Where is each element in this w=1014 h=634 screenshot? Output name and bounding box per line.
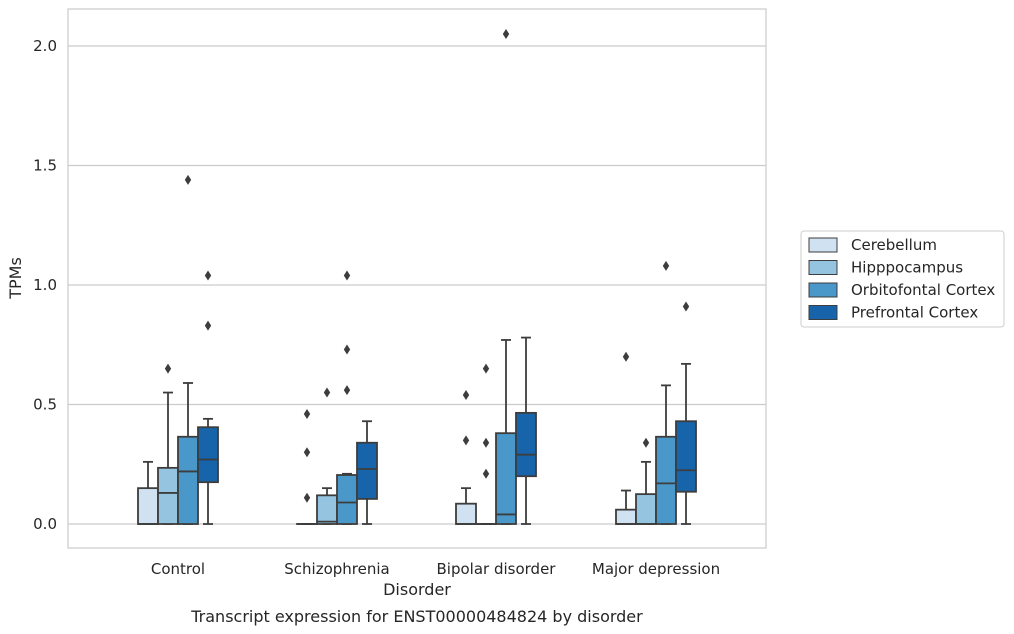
outlier-point xyxy=(303,409,311,420)
outlier-point xyxy=(502,29,510,40)
outlier-point xyxy=(622,351,630,362)
box-cerebellum xyxy=(455,389,477,525)
box-iqr xyxy=(356,441,378,500)
box-iqr xyxy=(655,435,677,525)
box-hipppocampus xyxy=(475,363,497,525)
outlier-point xyxy=(482,363,490,374)
legend-swatch xyxy=(808,237,838,253)
y-tick-label: 2.0 xyxy=(33,37,57,55)
box-iqr xyxy=(197,426,219,484)
legend-swatch xyxy=(808,305,838,320)
outlier-point xyxy=(343,270,351,281)
box-orbitofontal-cortex xyxy=(495,29,517,525)
legend-swatch xyxy=(808,282,838,298)
y-axis-title: TPMs xyxy=(6,257,25,300)
legend-frame xyxy=(800,230,1005,328)
box-iqr xyxy=(137,487,159,525)
x-tick-label: Major depression xyxy=(592,560,720,578)
legend-label: Cerebellum xyxy=(851,236,937,254)
box-iqr xyxy=(675,420,697,493)
y-tick-label: 1.5 xyxy=(33,157,57,175)
y-tick-labels: 0.0 0.5 1.0 1.5 2.0 xyxy=(33,37,57,533)
outlier-point xyxy=(204,270,212,281)
box-iqr xyxy=(177,435,199,525)
box-cerebellum xyxy=(137,460,159,525)
outlier-point xyxy=(303,492,311,503)
box-orbitofontal-cortex xyxy=(177,174,199,525)
box-prefrontal-cortex xyxy=(515,336,537,525)
outlier-point xyxy=(164,363,172,374)
y-tick-label: 0.0 xyxy=(33,515,57,533)
box-cerebellum xyxy=(296,409,318,525)
box-hipppocampus xyxy=(316,387,338,525)
outlier-point xyxy=(184,174,192,185)
box-iqr xyxy=(157,466,179,525)
legend: Cerebellum Hipppocampus Orbitofontal Corte… xyxy=(800,230,1005,328)
y-tick-label: 0.5 xyxy=(33,396,57,414)
box-hipppocampus xyxy=(157,363,179,525)
outlier-point xyxy=(642,437,650,448)
outlier-point xyxy=(662,260,670,271)
x-tick-label: Bipolar disorder xyxy=(437,560,557,578)
box-prefrontal-cortex xyxy=(356,420,378,525)
box-cerebellum xyxy=(615,351,637,525)
outlier-point xyxy=(462,435,470,446)
chart-caption: Transcript expression for ENST0000048482… xyxy=(190,607,643,626)
legend-label: Prefrontal Cortex xyxy=(851,304,978,322)
box-orbitofontal-cortex xyxy=(336,270,358,525)
legend-items: Cerebellum Hipppocampus Orbitofontal Corte… xyxy=(808,236,995,322)
outlier-point xyxy=(343,344,351,355)
box-iqr xyxy=(635,493,657,525)
box-iqr xyxy=(336,474,358,525)
box-iqr xyxy=(316,494,338,525)
outlier-point xyxy=(303,447,311,458)
x-tick-label: Control xyxy=(151,560,205,578)
legend-swatch xyxy=(808,260,838,275)
outlier-point xyxy=(682,301,690,312)
outlier-point xyxy=(204,320,212,331)
legend-label: Orbitofontal Cortex xyxy=(851,281,995,299)
box-iqr xyxy=(615,508,637,525)
x-tick-label: Schizophrenia xyxy=(284,560,389,578)
outlier-point xyxy=(462,389,470,400)
box-groups xyxy=(137,29,697,525)
legend-label: Hipppocampus xyxy=(851,259,963,277)
y-tick-label: 1.0 xyxy=(33,276,57,294)
box-iqr xyxy=(455,502,477,525)
outlier-point xyxy=(323,387,331,398)
box-orbitofontal-cortex xyxy=(655,260,677,525)
outlier-point xyxy=(482,437,490,448)
x-tick-labels: Control Schizophrenia Bipolar disorder Majo… xyxy=(151,560,720,578)
box-iqr xyxy=(495,432,517,525)
box-hipppocampus xyxy=(635,437,657,525)
outlier-point xyxy=(482,468,490,479)
outlier-point xyxy=(343,385,351,396)
box-prefrontal-cortex xyxy=(675,301,697,525)
plot-frame xyxy=(67,8,767,549)
box-iqr xyxy=(515,411,537,478)
x-axis-title: Disorder xyxy=(383,580,451,599)
box-prefrontal-cortex xyxy=(197,270,219,525)
